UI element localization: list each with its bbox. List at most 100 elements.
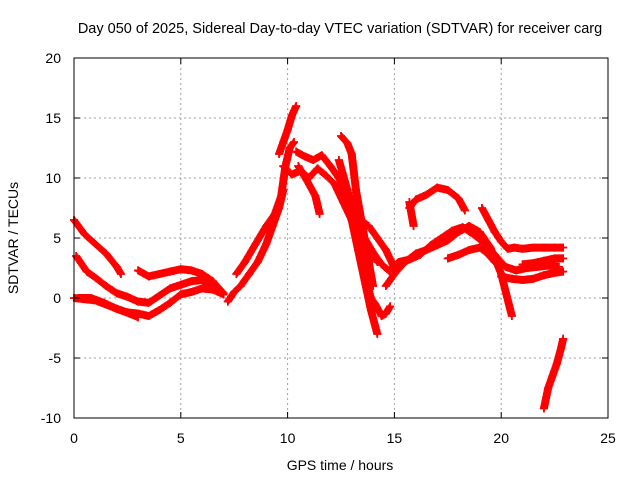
data-point (539, 271, 548, 280)
data-point (144, 272, 153, 281)
data-point (437, 234, 446, 242)
data-point (497, 264, 506, 272)
data-point (275, 150, 284, 158)
y-axis-label: SDTVAR / TECUs (5, 182, 21, 294)
data-point (529, 259, 538, 268)
data-point (313, 164, 322, 173)
data-point (262, 240, 271, 248)
data-point (337, 132, 345, 140)
x-tick-label: 10 (280, 430, 296, 446)
data-point (262, 222, 271, 230)
data-point (411, 195, 420, 204)
data-point (292, 147, 301, 156)
data-point (405, 255, 414, 264)
series-track-8 (275, 102, 301, 158)
data-point (507, 312, 516, 320)
series-track-14 (347, 192, 395, 320)
series-track-20 (443, 243, 506, 272)
data-point (112, 289, 121, 298)
data-marks (70, 102, 568, 413)
data-point (497, 272, 506, 281)
y-tick-label: 5 (53, 230, 61, 246)
data-point (371, 300, 380, 308)
x-tick-label: 25 (600, 430, 616, 446)
series-track-15 (356, 216, 399, 272)
data-point (407, 210, 416, 218)
series-track-21 (477, 204, 568, 253)
data-point (454, 194, 463, 203)
data-point (386, 302, 395, 311)
chart-title: Day 050 of 2025, Sidereal Day-to-day VTE… (78, 21, 602, 37)
data-point (166, 298, 175, 307)
data-point (377, 312, 386, 320)
data-point (176, 290, 185, 299)
data-point (426, 241, 435, 250)
data-point (360, 270, 369, 278)
data-point (550, 243, 559, 252)
x-tick-label: 15 (387, 430, 403, 446)
y-tick-label: 0 (53, 290, 61, 306)
data-point (405, 198, 414, 206)
data-point (512, 266, 521, 275)
data-point (91, 273, 100, 282)
data-point (490, 258, 499, 266)
data-point (112, 304, 121, 313)
data-point (381, 309, 390, 318)
data-point (134, 313, 143, 322)
data-point (490, 228, 499, 236)
data-point (315, 210, 324, 218)
data-point (82, 267, 91, 276)
data-point (166, 267, 175, 276)
data-point (539, 404, 548, 413)
data-point (279, 162, 288, 170)
data-point (334, 156, 343, 164)
data-point (518, 276, 527, 284)
data-point (187, 277, 196, 286)
data-point (283, 126, 292, 134)
data-point (544, 384, 553, 392)
data-point (507, 274, 516, 283)
data-point (433, 183, 442, 192)
data-point (550, 254, 559, 263)
data-point (539, 243, 548, 252)
data-point (112, 262, 121, 271)
series-track-17 (386, 223, 563, 275)
data-point (518, 260, 527, 269)
data-point (251, 240, 260, 248)
data-point (366, 294, 375, 302)
data-point (208, 285, 217, 294)
data-point (484, 216, 493, 224)
data-point (559, 267, 568, 276)
data-point (422, 190, 431, 199)
data-point (300, 152, 309, 161)
data-point (330, 180, 339, 188)
data-point (155, 291, 164, 300)
data-point (123, 292, 132, 301)
data-point (347, 150, 356, 158)
y-tick-label: -5 (49, 350, 62, 366)
data-point (552, 360, 561, 368)
data-point (155, 270, 164, 278)
data-point (475, 228, 484, 236)
data-point (309, 156, 318, 164)
data-point (270, 210, 279, 218)
data-point (176, 265, 185, 274)
series-track-19 (405, 198, 418, 230)
data-point (409, 222, 418, 230)
data-point (87, 294, 96, 302)
data-point (539, 256, 548, 265)
data-point (416, 250, 425, 259)
data-point (475, 243, 484, 252)
data-point (343, 139, 352, 148)
data-point (187, 266, 196, 275)
x-tick-label: 0 (70, 430, 78, 446)
data-point (477, 204, 486, 212)
data-point (245, 270, 254, 278)
data-point (497, 237, 506, 246)
data-point (223, 297, 232, 306)
y-tick-label: 15 (45, 110, 61, 126)
data-point (460, 206, 469, 215)
data-point (80, 230, 89, 239)
data-point (351, 186, 360, 194)
